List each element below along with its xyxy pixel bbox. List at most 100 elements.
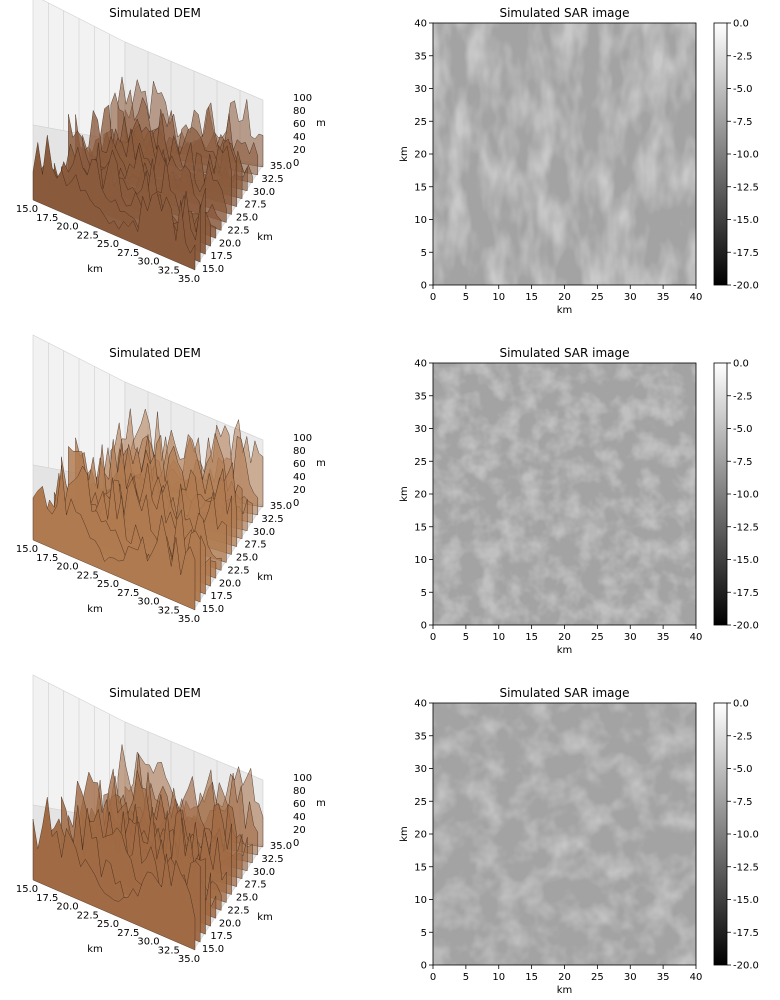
sar-x-tick: 20 <box>558 972 571 983</box>
sar-panel: Simulated SAR image 0 5 10 15 20 25 30 35 40 km 0 5 1… <box>399 346 759 656</box>
dem-terrain-strip <box>32 797 196 951</box>
sar-y-tick: 20 <box>414 150 427 161</box>
colorbar-tick: -20.0 <box>733 281 759 292</box>
colorbar-tick: -10.0 <box>733 830 759 841</box>
sar-x-tick: 0 <box>430 292 436 303</box>
dem-x-tick: 22.5 <box>77 910 99 921</box>
dem-title: Simulated DEM <box>109 346 201 360</box>
colorbar-tick: -15.0 <box>733 555 759 566</box>
dem-y-tick: 25.0 <box>236 213 258 224</box>
dem-x-tick: 32.5 <box>158 945 180 956</box>
sar-x-tick: 35 <box>657 632 670 643</box>
sar-x-tick: 5 <box>463 292 469 303</box>
dem-y-tick: 35.0 <box>270 161 292 172</box>
dem-z-tick: 20 <box>293 145 306 156</box>
sar-y-tick: 10 <box>414 895 427 906</box>
sar-x-tick: 0 <box>430 632 436 643</box>
dem-x-label: km <box>87 604 103 615</box>
dem-y-tick: 17.5 <box>210 931 232 942</box>
sar-y-tick: 40 <box>414 699 427 710</box>
colorbar-tick: -17.5 <box>733 248 759 259</box>
dem-y-tick: 17.5 <box>210 251 232 262</box>
sar-y-tick: 0 <box>421 281 427 292</box>
sar-y-tick: 30 <box>414 764 427 775</box>
sar-x-tick: 10 <box>492 972 505 983</box>
dem-z-tick: 80 <box>293 446 306 457</box>
dem-z-tick: 60 <box>293 799 306 810</box>
sar-y-tick: 25 <box>414 797 427 808</box>
colorbar-tick: -5.0 <box>733 84 753 95</box>
dem-y-tick: 15.0 <box>202 264 224 275</box>
sar-y-tick: 20 <box>414 490 427 501</box>
colorbar <box>713 22 728 286</box>
sar-title: Simulated SAR image <box>499 6 629 20</box>
colorbar-tick: -15.0 <box>733 895 759 906</box>
sar-x-label: km <box>557 305 573 316</box>
dem-z-tick: 0 <box>293 838 299 849</box>
dem-x-tick: 30.0 <box>137 597 159 608</box>
dem-x-tick: 25.0 <box>97 579 119 590</box>
sar-y-tick: 5 <box>421 248 427 259</box>
colorbar-tick: -5.0 <box>733 764 753 775</box>
dem-y-tick: 15.0 <box>202 944 224 955</box>
sar-x-tick: 25 <box>591 292 604 303</box>
dem-x-tick: 25.0 <box>97 919 119 930</box>
dem-surface <box>32 76 264 271</box>
dem-z-tick: 60 <box>293 459 306 470</box>
colorbar-tick: -2.5 <box>733 51 753 62</box>
dem-y-tick: 32.5 <box>261 514 283 525</box>
dem-x-tick: 22.5 <box>77 230 99 241</box>
dem-y-tick: 27.5 <box>244 540 266 551</box>
sar-x-tick: 15 <box>525 292 538 303</box>
sar-y-tick: 30 <box>414 84 427 95</box>
dem-x-label: km <box>87 264 103 275</box>
sar-texture <box>433 703 696 965</box>
dem-z-tick: 0 <box>293 158 299 169</box>
colorbar-tick: 0.0 <box>733 19 749 30</box>
sar-x-label: km <box>557 645 573 656</box>
colorbar <box>713 362 728 626</box>
dem-y-label: km <box>257 912 273 923</box>
sar-y-tick: 30 <box>414 424 427 435</box>
sar-y-tick: 0 <box>421 621 427 632</box>
dem-terrain-strip <box>32 135 196 271</box>
sar-x-tick: 25 <box>591 972 604 983</box>
sar-x-tick: 10 <box>492 292 505 303</box>
dem-x-tick: 35.0 <box>178 614 200 625</box>
colorbar-tick: -12.5 <box>733 182 759 193</box>
dem-y-tick: 32.5 <box>261 174 283 185</box>
sar-x-tick: 0 <box>430 972 436 983</box>
colorbar-tick: -7.5 <box>733 117 753 128</box>
dem-z-tick: 80 <box>293 786 306 797</box>
dem-y-tick: 15.0 <box>202 604 224 615</box>
colorbar-tick: -12.5 <box>733 862 759 873</box>
sar-y-tick: 35 <box>414 731 427 742</box>
sar-y-tick: 25 <box>414 117 427 128</box>
dem-y-tick: 35.0 <box>270 841 292 852</box>
colorbar-tick: -5.0 <box>733 424 753 435</box>
dem-x-tick: 17.5 <box>36 893 58 904</box>
dem-z-tick: 40 <box>293 472 306 483</box>
sar-panel: Simulated SAR image 0 5 10 15 20 25 30 35 40 km 0 5 1… <box>399 6 759 316</box>
dem-x-tick: 27.5 <box>117 928 139 939</box>
dem-x-tick: 20.0 <box>56 902 78 913</box>
dem-x-tick: 20.0 <box>56 222 78 233</box>
dem-y-tick: 32.5 <box>261 854 283 865</box>
sar-x-tick: 25 <box>591 632 604 643</box>
sar-x-tick: 35 <box>657 292 670 303</box>
colorbar-tick: -17.5 <box>733 928 759 939</box>
dem-z-label: m <box>316 798 326 809</box>
dem-z-label: m <box>316 118 326 129</box>
colorbar-tick: 0.0 <box>733 359 749 370</box>
sar-x-tick: 30 <box>624 972 637 983</box>
dem-panel: Simulated DEM15.017.520.022.525.027.530.… <box>16 674 326 965</box>
dem-y-tick: 25.0 <box>236 893 258 904</box>
sar-title: Simulated SAR image <box>499 346 629 360</box>
dem-x-tick: 27.5 <box>117 248 139 259</box>
sar-panel: Simulated SAR image 0 5 10 15 20 25 30 35 40 km 0 5 1… <box>399 686 759 996</box>
dem-x-tick: 27.5 <box>117 588 139 599</box>
colorbar-tick: -7.5 <box>733 457 753 468</box>
dem-y-tick: 20.0 <box>219 578 241 589</box>
sar-x-tick: 35 <box>657 972 670 983</box>
dem-z-tick: 100 <box>293 93 312 104</box>
